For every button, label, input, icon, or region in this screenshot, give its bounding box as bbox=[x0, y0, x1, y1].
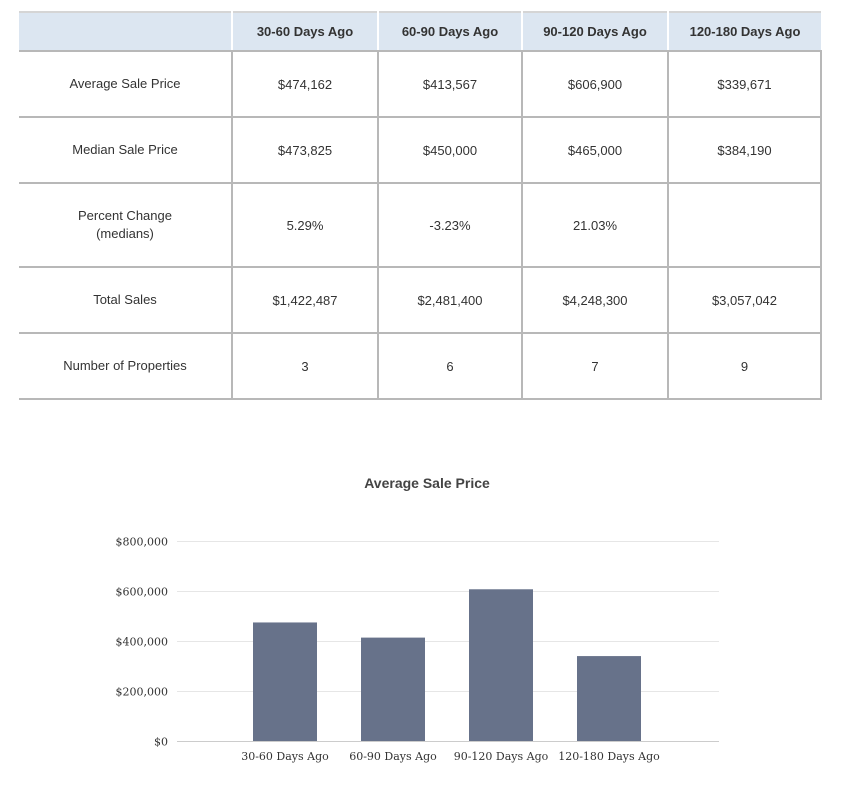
bar-30-60-days-ago bbox=[253, 622, 317, 741]
header-cell-30-60-days: 30-60 Days Ago bbox=[231, 12, 378, 52]
table-cell: 21.03% bbox=[521, 183, 668, 268]
table-cell: $465,000 bbox=[521, 117, 668, 184]
chart-canvas: Average Sale Price $0 $200,000 $400,000 $60… bbox=[116, 475, 719, 763]
y-tick-label: $0 bbox=[154, 736, 168, 749]
sales-stats-table: 30-60 Days Ago 60-90 Days Ago 90-120 Day… bbox=[19, 11, 822, 400]
table-row-median-sale-price: Median Sale Price $473,825 $450,000 $465… bbox=[19, 117, 822, 184]
y-tick-label: $800,000 bbox=[116, 536, 169, 549]
table-cell: $2,481,400 bbox=[377, 267, 522, 334]
row-label: Percent Change (medians) bbox=[19, 183, 232, 268]
table-cell: $339,671 bbox=[667, 51, 822, 118]
table-row-average-sale-price: Average Sale Price $474,162 $413,567 $60… bbox=[19, 51, 822, 118]
y-tick-label: $200,000 bbox=[116, 686, 169, 699]
table-cell: $1,422,487 bbox=[231, 267, 378, 334]
table-cell: $473,825 bbox=[231, 117, 378, 184]
header-cell-120-180-days: 120-180 Days Ago bbox=[667, 12, 821, 52]
table-header-row: 30-60 Days Ago 60-90 Days Ago 90-120 Day… bbox=[19, 12, 821, 52]
header-cell-blank bbox=[19, 12, 232, 52]
table-row-percent-change: Percent Change (medians) 5.29% -3.23% 21… bbox=[19, 183, 822, 268]
chart-x-axis: 30-60 Days Ago 60-90 Days Ago 90-120 Days … bbox=[241, 750, 660, 763]
y-tick-label: $400,000 bbox=[116, 636, 169, 649]
x-tick-label: 120-180 Days Ago bbox=[558, 750, 660, 763]
table-row-total-sales: Total Sales $1,422,487 $2,481,400 $4,248… bbox=[19, 267, 822, 334]
table-cell: $3,057,042 bbox=[667, 267, 822, 334]
bar-90-120-days-ago bbox=[469, 589, 533, 741]
bar-60-90-days-ago bbox=[361, 637, 425, 741]
table-cell: $450,000 bbox=[377, 117, 522, 184]
row-label: Number of Properties bbox=[19, 333, 232, 400]
average-sale-price-chart: Average Sale Price $0 $200,000 $400,000 $60… bbox=[0, 455, 842, 785]
header-cell-60-90-days: 60-90 Days Ago bbox=[377, 12, 522, 52]
row-label: Average Sale Price bbox=[19, 51, 232, 118]
x-tick-label: 60-90 Days Ago bbox=[349, 750, 437, 763]
table-cell: $606,900 bbox=[521, 51, 668, 118]
chart-title: Average Sale Price bbox=[364, 475, 490, 491]
table-cell: 3 bbox=[231, 333, 378, 400]
table-cell: $4,248,300 bbox=[521, 267, 668, 334]
table-cell: $384,190 bbox=[667, 117, 822, 184]
y-tick-label: $600,000 bbox=[116, 586, 169, 599]
table-cell: 5.29% bbox=[231, 183, 378, 268]
x-tick-label: 90-120 Days Ago bbox=[454, 750, 549, 763]
x-tick-label: 30-60 Days Ago bbox=[241, 750, 329, 763]
table-cell: $413,567 bbox=[377, 51, 522, 118]
row-label: Total Sales bbox=[19, 267, 232, 334]
table-cell: $474,162 bbox=[231, 51, 378, 118]
table-cell: 9 bbox=[667, 333, 822, 400]
table-row-number-of-properties: Number of Properties 3 6 7 9 bbox=[19, 333, 822, 400]
table-cell: -3.23% bbox=[377, 183, 522, 268]
header-cell-90-120-days: 90-120 Days Ago bbox=[521, 12, 668, 52]
bar-120-180-days-ago bbox=[577, 656, 641, 741]
table-cell bbox=[667, 183, 822, 268]
chart-bars bbox=[253, 589, 641, 741]
row-label: Median Sale Price bbox=[19, 117, 232, 184]
table-cell: 6 bbox=[377, 333, 522, 400]
chart-y-axis: $0 $200,000 $400,000 $600,000 $800,000 bbox=[116, 536, 169, 749]
table-cell: 7 bbox=[521, 333, 668, 400]
